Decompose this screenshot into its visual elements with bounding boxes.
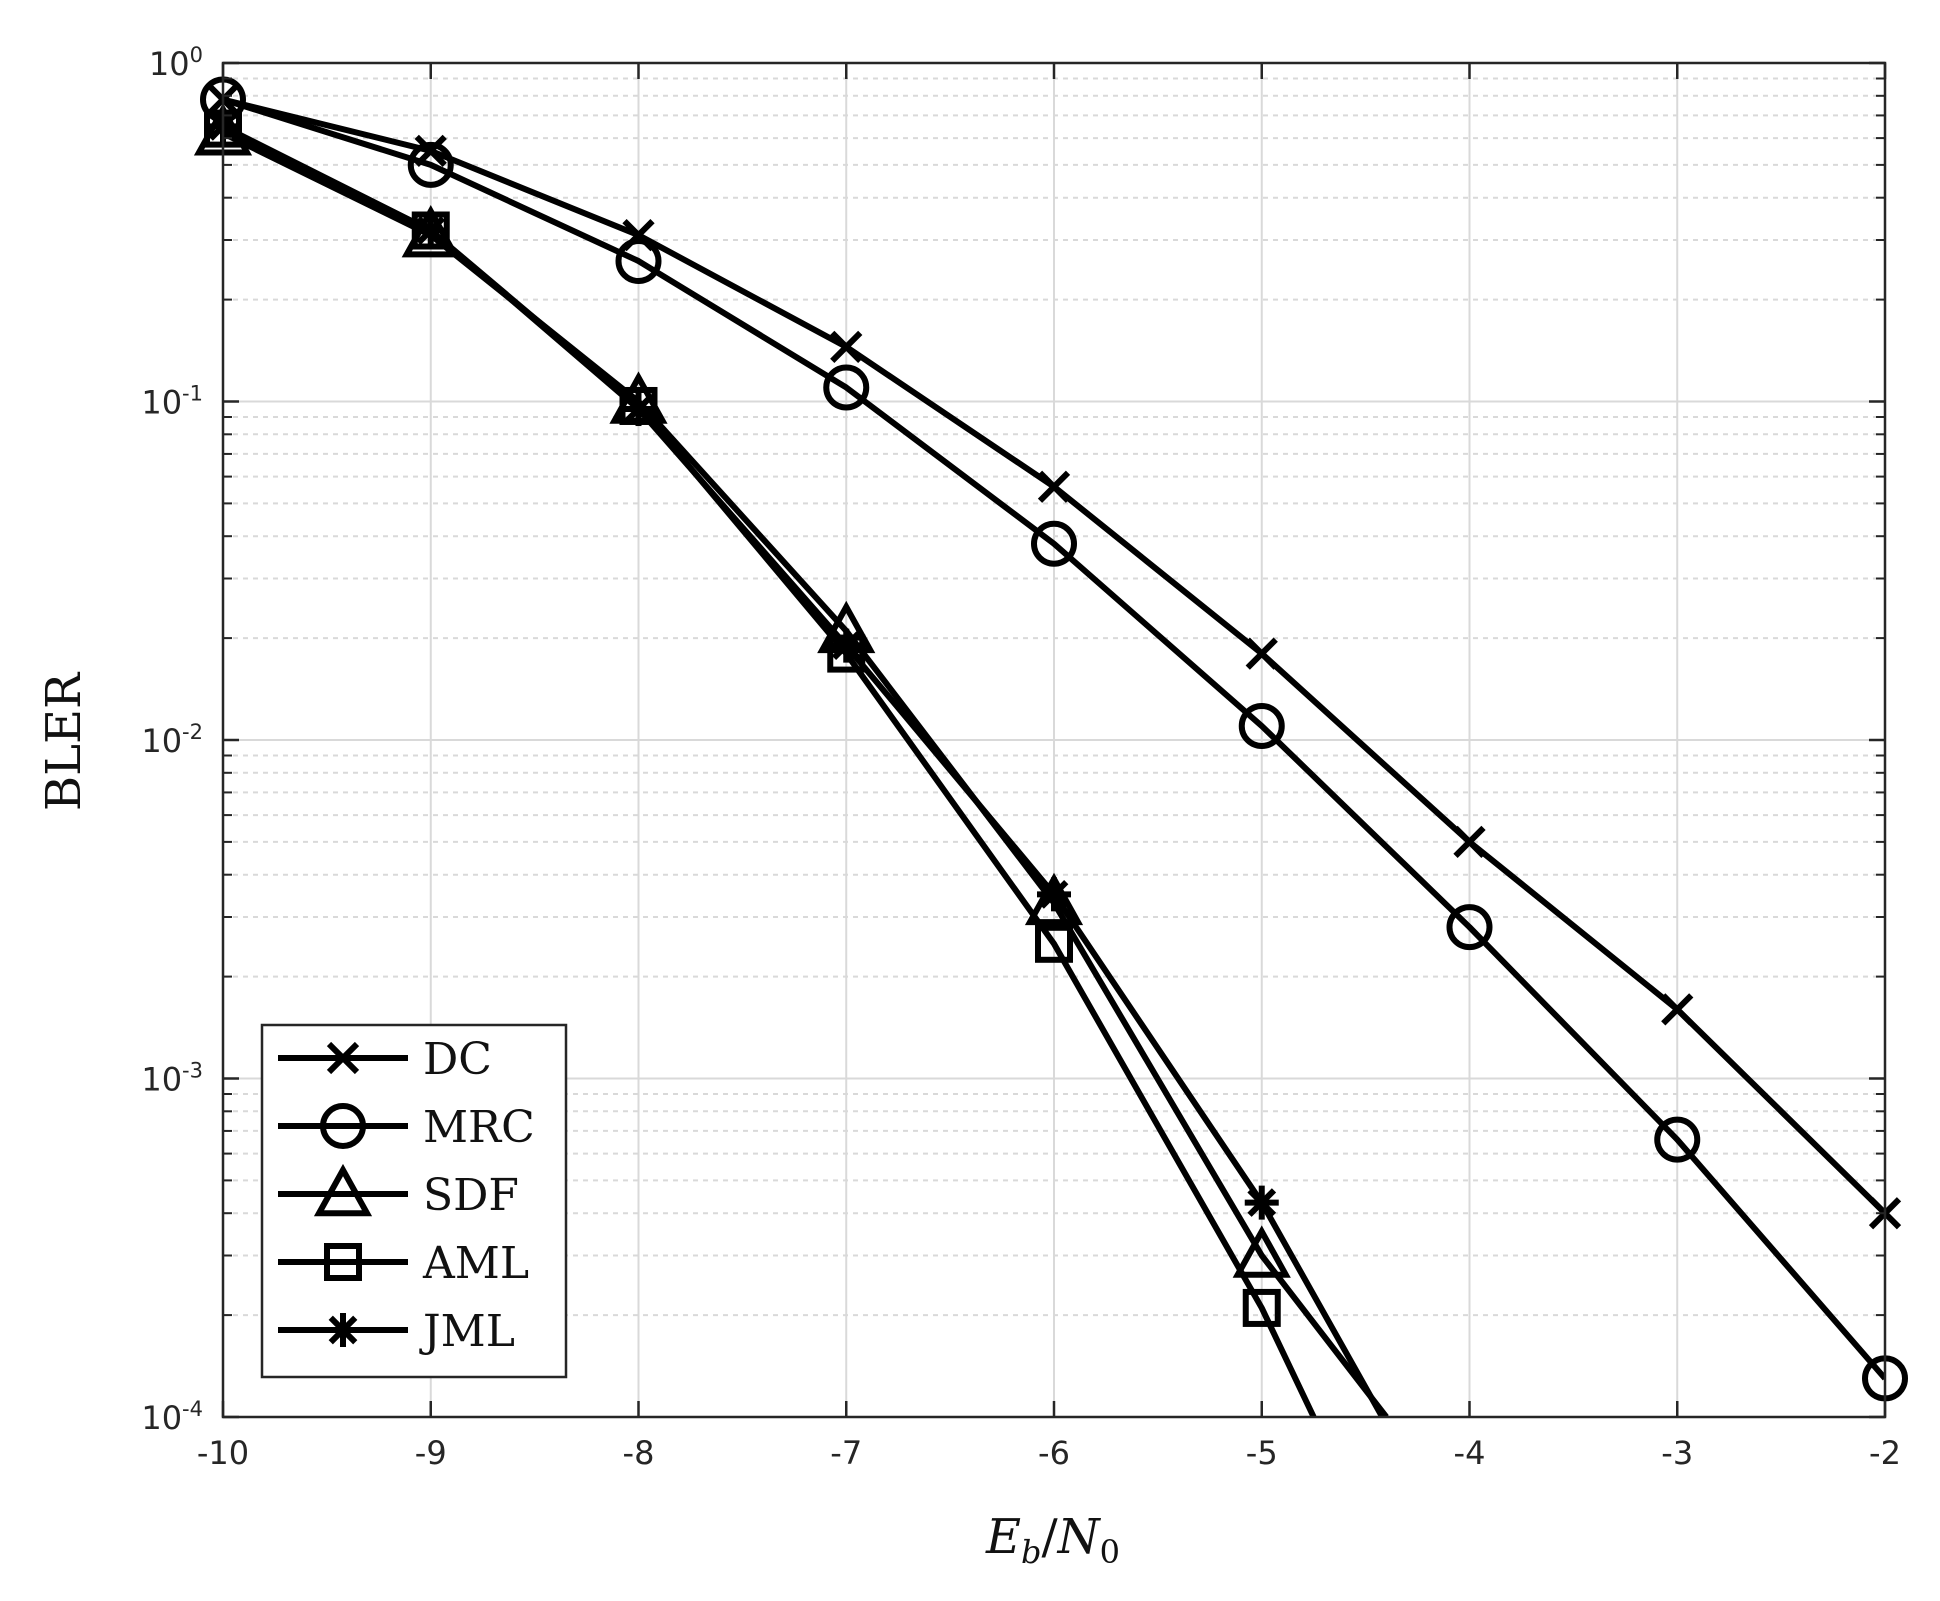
- x-tick-label: -2: [1869, 1434, 1901, 1472]
- series-line-mrc: [223, 96, 1885, 1381]
- series-lines: [193, 76, 1908, 1417]
- data-point-dc: [1245, 637, 1278, 670]
- data-point-mrc: [823, 364, 870, 411]
- data-point-mrc: [1446, 904, 1493, 951]
- legend-marker-dc: [326, 1041, 360, 1075]
- legend-item-mrc: MRC: [278, 1102, 535, 1153]
- axis-ticks: [221, 61, 1887, 1419]
- axis-labels: -10 -9 -8 -7 -6 -5 -4 -3 -2 100 10-1 10-2 10-3 10-4: [141, 43, 1901, 1472]
- legend-marker-mrc: [320, 1103, 366, 1149]
- legend-label-mrc: MRC: [423, 1102, 535, 1153]
- legend-marker-sdf: [313, 1163, 373, 1217]
- data-point-dc: [1661, 993, 1694, 1026]
- y-tick-label: 10-2: [141, 720, 203, 760]
- x-axis-label-den: N: [1057, 1509, 1102, 1565]
- data-point-dc: [830, 330, 863, 363]
- legend-marker-jml: [326, 1313, 360, 1347]
- data-point-jml: [413, 213, 448, 248]
- data-point-aml: [1035, 924, 1073, 963]
- legend-item-dc: DC: [278, 1034, 492, 1085]
- data-point-jml: [1037, 877, 1071, 912]
- y-tick-label: 100: [149, 43, 203, 83]
- grid: [222, 62, 1886, 1418]
- x-axis-label-base: E: [985, 1509, 1021, 1565]
- series-jml: [206, 109, 1385, 1417]
- x-axis-label: Eb/N0: [985, 1509, 1120, 1571]
- data-point-jml: [1244, 1185, 1279, 1220]
- x-tick-label: -8: [623, 1434, 655, 1472]
- legend-item-jml: JML: [278, 1306, 515, 1357]
- x-axis-label-sep: /: [1042, 1509, 1059, 1565]
- x-tick-label: -10: [197, 1434, 249, 1472]
- y-tick-label: 10-1: [141, 382, 203, 422]
- legend-item-sdf: SDF: [278, 1163, 519, 1221]
- y-tick-label: 10-3: [141, 1059, 203, 1099]
- data-point-mrc: [1238, 702, 1285, 749]
- legend-label-sdf: SDF: [423, 1170, 519, 1221]
- legend-marker-aml: [324, 1243, 362, 1281]
- x-tick-label: -5: [1246, 1434, 1278, 1472]
- y-tick-label: 10-4: [141, 1397, 203, 1437]
- x-tick-label: -4: [1454, 1434, 1486, 1472]
- y-axis-label: BLER: [36, 671, 92, 811]
- legend: DC MRC SDF AML JML: [260, 1023, 568, 1379]
- legend-box: [260, 1023, 568, 1379]
- data-point-mrc: [615, 238, 662, 285]
- data-point-dc: [1453, 825, 1486, 859]
- legend-label-aml: AML: [422, 1238, 529, 1289]
- x-axis-label-den-sub: 0: [1100, 1533, 1120, 1571]
- x-tick-label: -7: [830, 1434, 862, 1472]
- data-point-sdf: [1232, 1225, 1291, 1278]
- legend-item-aml: AML: [278, 1238, 529, 1289]
- data-point-sdf: [1024, 872, 1084, 926]
- x-tick-label: -6: [1038, 1434, 1070, 1472]
- data-point-dc: [1037, 470, 1071, 503]
- data-point-mrc: [1654, 1116, 1701, 1163]
- data-point-aml: [1242, 1288, 1281, 1327]
- data-point-jml: [621, 392, 656, 427]
- legend-label-jml: JML: [419, 1306, 515, 1357]
- x-tick-label: -3: [1661, 1434, 1693, 1472]
- data-point-mrc: [407, 141, 454, 188]
- data-point-mrc: [1031, 520, 1077, 567]
- data-point-jml: [829, 628, 864, 663]
- x-tick-label: -9: [415, 1434, 447, 1472]
- legend-label-dc: DC: [423, 1034, 492, 1085]
- x-axis-label-base-sub: b: [1021, 1533, 1041, 1571]
